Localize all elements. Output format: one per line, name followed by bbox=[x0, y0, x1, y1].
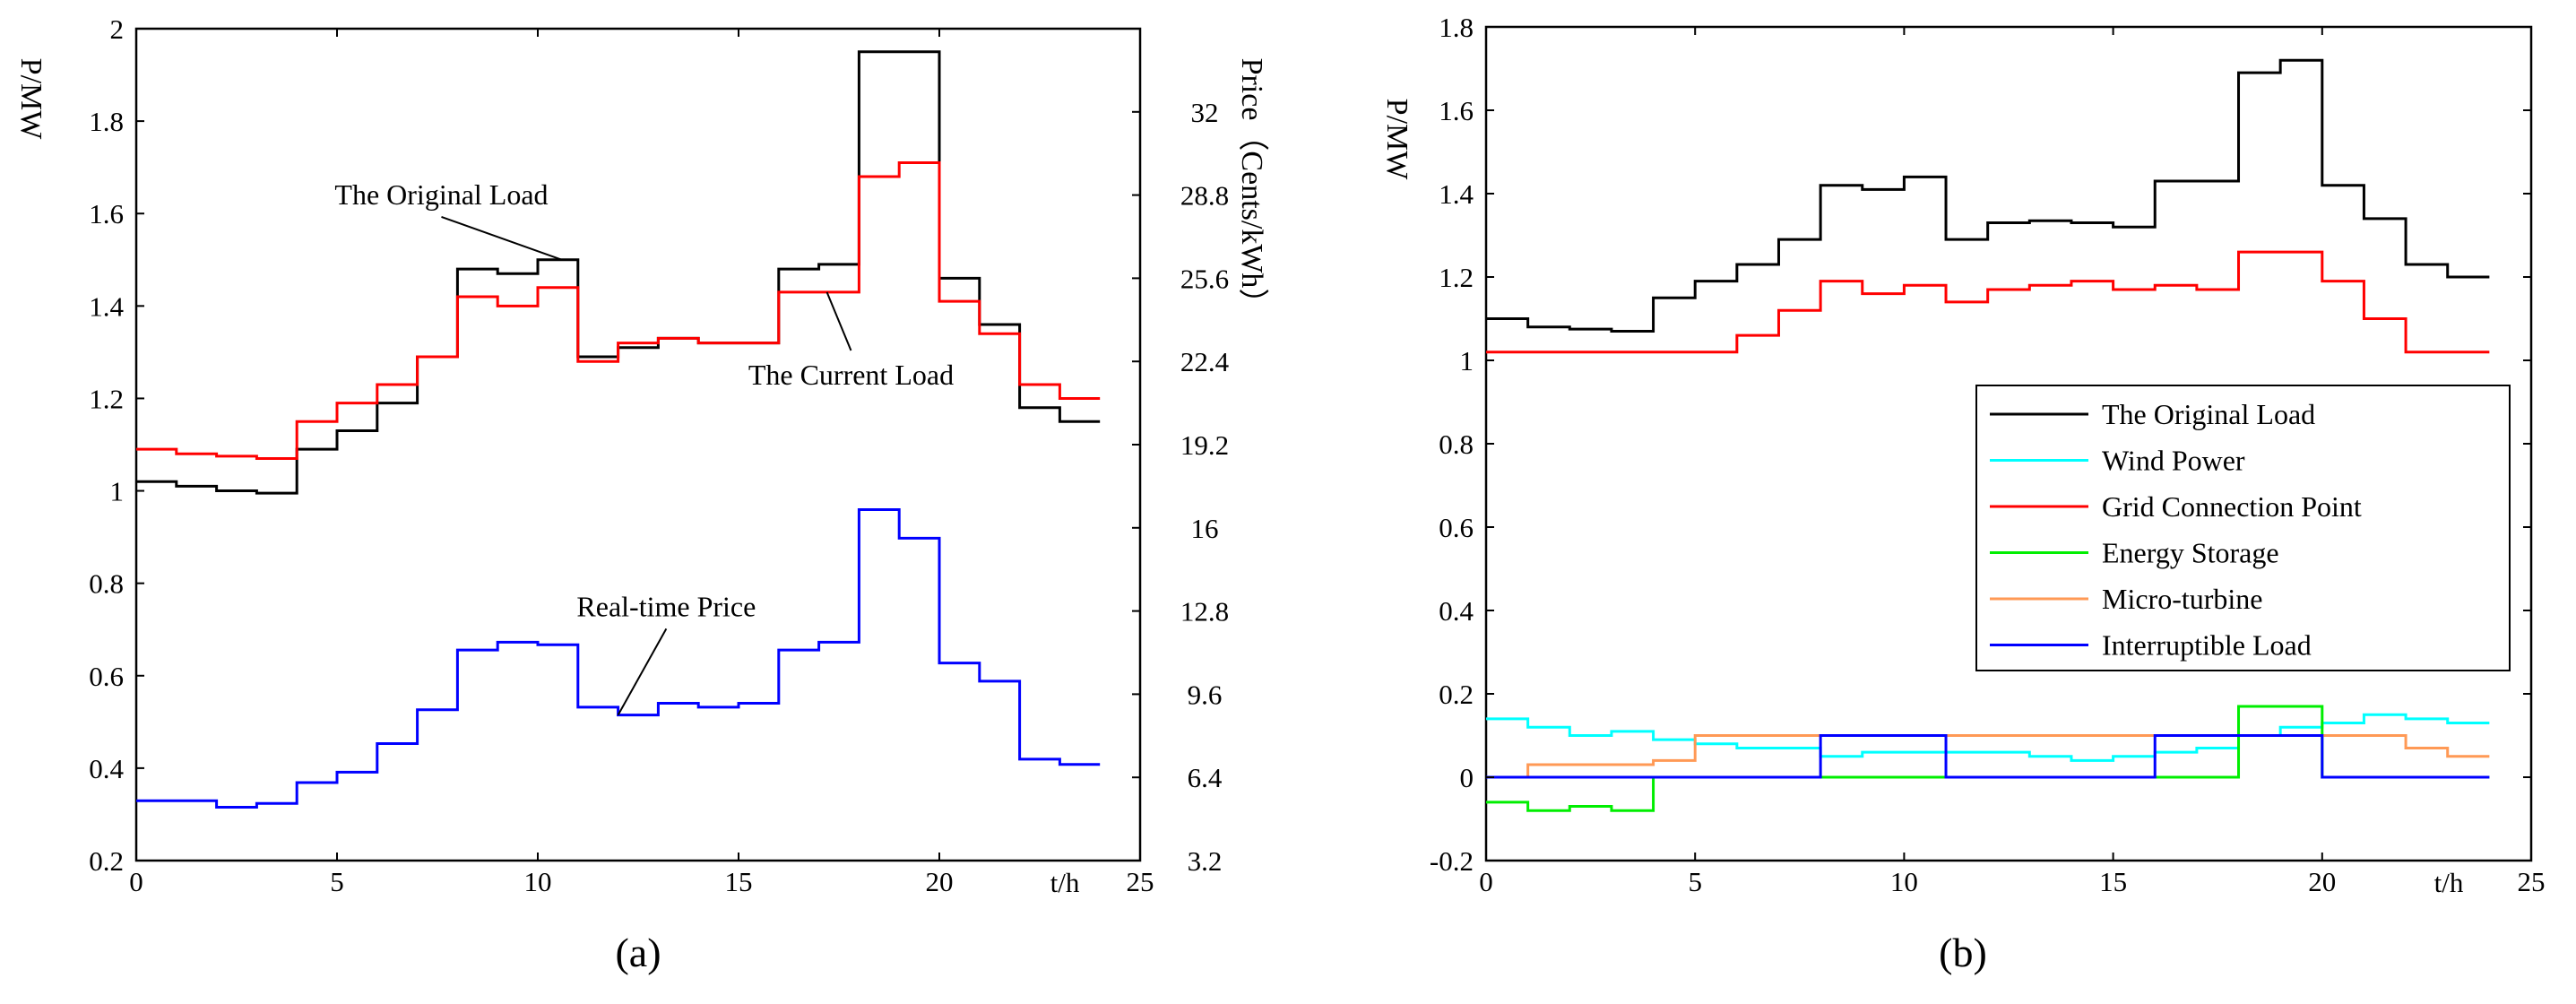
panel-a-y-tick-label: 1.4 bbox=[89, 290, 124, 322]
panel-a-y-tick-label: 1.8 bbox=[89, 106, 124, 137]
panel-a: 0 5 10 15 20 25 0.2 0.4 0.6 0.8 1 1.2 1.4 1.6 1.8 2 3.2 6… bbox=[14, 13, 1269, 975]
panel-b-y-tick-label: 0.4 bbox=[1439, 595, 1474, 627]
panel-b-y-tick-label: 0.2 bbox=[1439, 679, 1474, 710]
legend: The Original Load Wind Power Grid Connecti… bbox=[1975, 385, 2511, 671]
panel-a-y-tick-label: 2 bbox=[110, 13, 125, 45]
panel-a-x-tick-label: 20 bbox=[926, 866, 954, 897]
panel-b-y-label: P/MW bbox=[1380, 99, 1413, 181]
panel-a-series-real-time-price bbox=[136, 508, 1101, 809]
legend-label-grid-connection-point: Grid Connection Point bbox=[2102, 490, 2362, 523]
panel-a-y2-tick-label: 12.8 bbox=[1180, 596, 1229, 628]
panel-b-series-interruptible-load bbox=[1486, 734, 2490, 779]
panel-a-series-the-original-load bbox=[136, 50, 1101, 495]
panel-a-x-tick-label: 15 bbox=[725, 866, 753, 897]
panel-a-y-tick-label: 1.2 bbox=[89, 383, 124, 414]
panel-a-x-tick-label: 5 bbox=[330, 866, 344, 897]
legend-label-micro-turbine: Micro-turbine bbox=[2102, 583, 2263, 615]
panel-a-x-tick-label: 25 bbox=[1127, 866, 1154, 897]
panel-b-series-micro-turbine bbox=[1486, 734, 2490, 779]
panel-b-y-tick-label: 1.6 bbox=[1439, 95, 1474, 126]
panel-b-y-tick-label: 0.6 bbox=[1439, 512, 1474, 543]
annotation-the-original-load: The Original Load bbox=[334, 178, 548, 211]
panel-a-y-tick-label: 0.6 bbox=[89, 661, 124, 692]
panel-a-series-the-current-load bbox=[136, 161, 1101, 460]
panel-a-y2-tick-label: 25.6 bbox=[1180, 263, 1229, 294]
legend-box bbox=[1975, 385, 2511, 671]
panel-a-y2-tick-label: 3.2 bbox=[1188, 845, 1223, 877]
panel-b-x-tick-label: 15 bbox=[2099, 866, 2127, 897]
legend-label-energy-storage: Energy Storage bbox=[2102, 537, 2279, 569]
panel-b-y-tick-label: -0.2 bbox=[1430, 845, 1474, 877]
panel-a-y2-tick-label: 16 bbox=[1191, 513, 1219, 544]
panel-b-y-tick-label: 1 bbox=[1460, 345, 1474, 376]
panel-b: 0 5 10 15 20 25-0.200.20.40.60.811.21.41.61.8… bbox=[1380, 12, 2546, 975]
panel-a-y2-tick-label: 9.6 bbox=[1188, 679, 1223, 710]
panel-a-y-label: P/MW bbox=[14, 58, 48, 141]
panel-b-x-tick-label: 10 bbox=[1890, 866, 1918, 897]
panel-b-x-tick-label: 25 bbox=[2518, 866, 2546, 897]
panel-b-series-wind-power bbox=[1486, 713, 2490, 762]
panel-a-y-tick-label: 0.8 bbox=[89, 568, 124, 600]
panel-b-x-tick-label: 5 bbox=[1688, 866, 1702, 897]
panel-a-x-tick-label: 10 bbox=[524, 866, 552, 897]
panel-b-y-tick-label: 1.4 bbox=[1439, 178, 1474, 210]
panel-b-y-tick-label: 0 bbox=[1460, 762, 1474, 793]
annotation-the-current-load: The Current Load bbox=[748, 359, 954, 391]
panel-a-y2-label: Price（Cents/kWh） bbox=[1235, 58, 1269, 319]
panel-a-y2-tick-label: 22.4 bbox=[1180, 346, 1230, 377]
panel-b-x-tick-label: 0 bbox=[1479, 866, 1493, 897]
panel-b-x-label: t/h bbox=[2434, 867, 2464, 898]
legend-label-the-original-load: The Original Load bbox=[2102, 398, 2315, 430]
panel-a-y-tick-label: 1.6 bbox=[89, 198, 124, 229]
panel-a-y2-tick-label: 32 bbox=[1191, 97, 1219, 128]
annotation-leader-the-original-load bbox=[441, 215, 563, 261]
panel-a-frame bbox=[134, 27, 1142, 862]
panel-b-series-the-original-load bbox=[1486, 58, 2490, 333]
panel-b-x-tick-label: 20 bbox=[2308, 866, 2336, 897]
panel-b-y-tick-label: 1.2 bbox=[1439, 262, 1474, 293]
annotation-leader-real-time-price bbox=[617, 628, 668, 716]
panel-b-y-tick-label: 1.8 bbox=[1439, 12, 1474, 43]
panel-a-y2-tick-label: 6.4 bbox=[1188, 762, 1223, 793]
panel-a-x-tick-label: 0 bbox=[129, 866, 143, 897]
panel-a-y-tick-label: 1 bbox=[110, 476, 125, 507]
panel-b-series-grid-connection-point bbox=[1486, 250, 2490, 354]
panel-a-caption: (a) bbox=[615, 930, 661, 975]
annotation-leader-the-current-load bbox=[826, 291, 852, 351]
legend-label-wind-power: Wind Power bbox=[2102, 445, 2245, 477]
panel-b-caption: (b) bbox=[1939, 930, 1987, 975]
panel-b-y-tick-label: 0.8 bbox=[1439, 428, 1474, 460]
panel-a-y2-tick-label: 19.2 bbox=[1180, 429, 1229, 461]
panel-a-y2-tick-label: 28.8 bbox=[1180, 180, 1229, 212]
panel-a-y-tick-label: 0.4 bbox=[89, 753, 124, 784]
panel-a-y-tick-label: 0.2 bbox=[89, 845, 124, 877]
annotation-real-time-price: Real-time Price bbox=[576, 590, 756, 622]
legend-label-interruptible-load: Interruptible Load bbox=[2102, 629, 2312, 662]
panel-a-x-label: t/h bbox=[1050, 867, 1080, 898]
